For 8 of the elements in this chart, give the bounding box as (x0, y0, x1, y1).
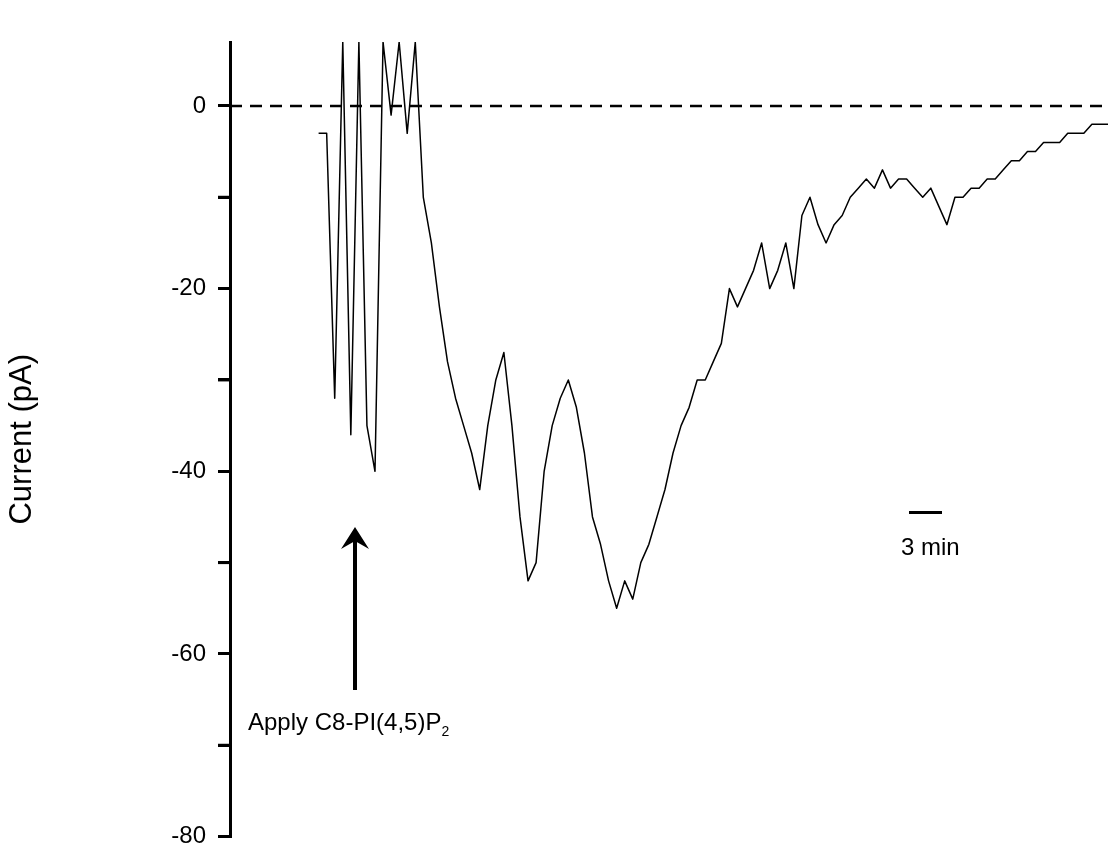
y-tick-label: -20 (171, 273, 206, 301)
y-tick-label: -40 (171, 455, 206, 483)
y-axis-title: Current (pA) (3, 354, 39, 525)
y-tick-label: -80 (171, 821, 206, 849)
y-tick-label: -60 (171, 638, 206, 666)
y-tick-label: 0 (192, 90, 206, 118)
annotation: Apply C8-PI(4,5)P$_{2}$ (248, 708, 450, 739)
annotation: 3 min (901, 533, 960, 561)
